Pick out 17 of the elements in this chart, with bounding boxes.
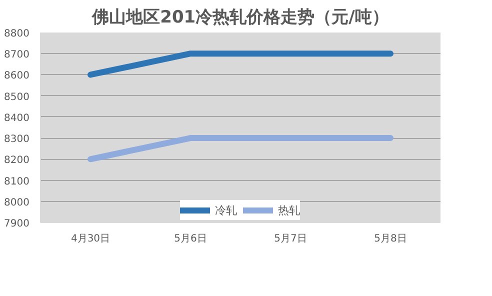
y-tick-label: 8700 xyxy=(4,50,30,61)
y-tick-label: 8300 xyxy=(4,134,30,146)
legend-label: 冷轧 xyxy=(215,202,237,218)
x-tick-label: 5月8日 xyxy=(374,234,407,244)
y-tick-label: 8100 xyxy=(4,176,30,188)
y-tick-label: 7900 xyxy=(4,218,30,230)
y-tick-label: 8000 xyxy=(4,197,30,208)
y-tick-label: 8800 xyxy=(4,28,30,40)
x-tick-label: 5月6日 xyxy=(174,234,207,244)
y-tick-label: 8400 xyxy=(4,112,30,124)
x-tick-label: 4月30日 xyxy=(70,234,110,244)
legend-label: 热轧 xyxy=(278,202,300,218)
x-tick-label: 5月7日 xyxy=(274,234,307,244)
chart-title: 佛山地区201冷热轧价格走势（元/吨） xyxy=(91,8,389,28)
y-tick-label: 8200 xyxy=(4,155,30,166)
y-tick-label: 8500 xyxy=(4,92,30,103)
y-tick-label: 8600 xyxy=(4,70,30,82)
